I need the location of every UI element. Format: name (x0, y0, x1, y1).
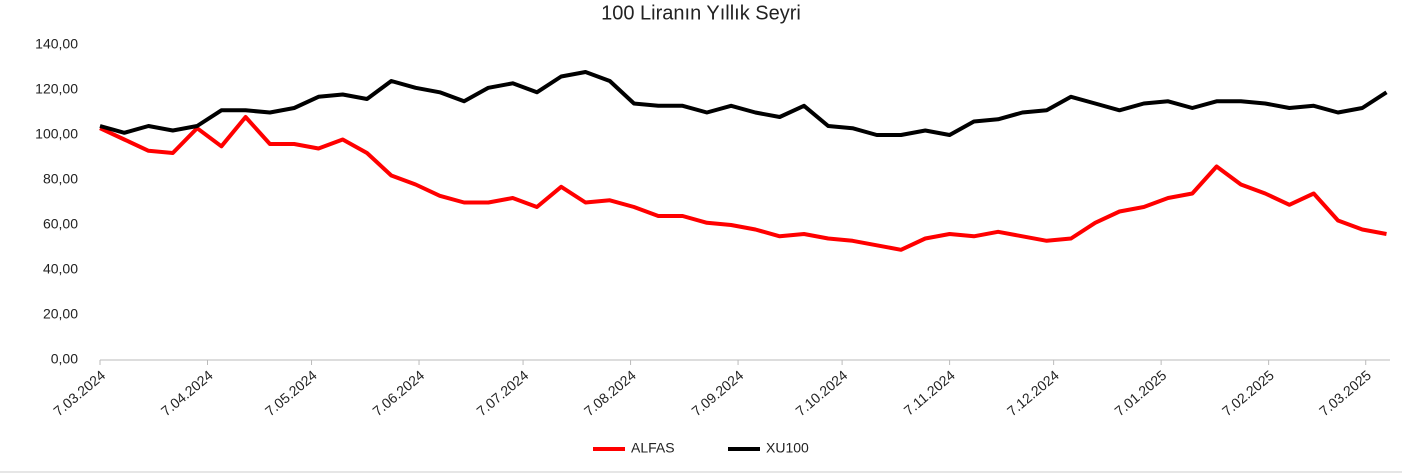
y-tick-label: 40,00 (43, 261, 78, 277)
y-tick-label: 120,00 (35, 81, 78, 97)
legend-label: XU100 (766, 440, 809, 456)
y-tick-label: 80,00 (43, 171, 78, 187)
y-tick-label: 0,00 (51, 351, 78, 367)
y-tick-label: 20,00 (43, 306, 78, 322)
legend-label: ALFAS (631, 440, 675, 456)
y-tick-label: 140,00 (35, 36, 78, 52)
chart-title: 100 Liranın Yıllık Seyri (601, 2, 801, 24)
y-tick-label: 100,00 (35, 126, 78, 142)
series-line (99, 115, 1387, 252)
y-tick-label: 60,00 (43, 216, 78, 232)
series-line (99, 70, 1388, 137)
